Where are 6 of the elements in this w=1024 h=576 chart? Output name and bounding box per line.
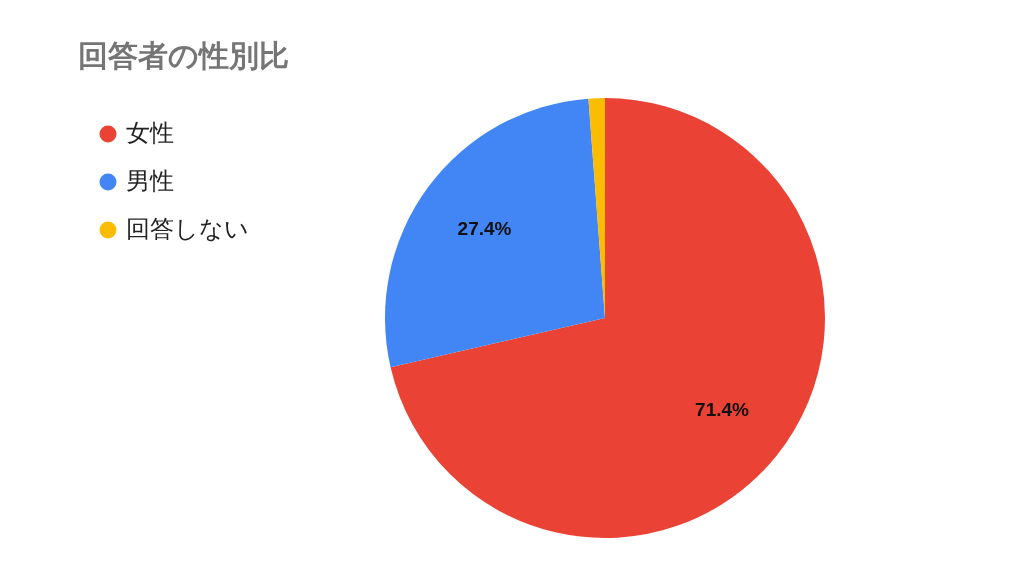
data-label: 27.4%	[457, 217, 512, 239]
chart-title: 回答者の性別比	[78, 39, 289, 73]
data-label: 71.4%	[695, 399, 750, 421]
legend-label: 回答しない	[126, 214, 249, 242]
legend-label: 女性	[126, 118, 174, 146]
legend-label: 男性	[126, 166, 174, 194]
